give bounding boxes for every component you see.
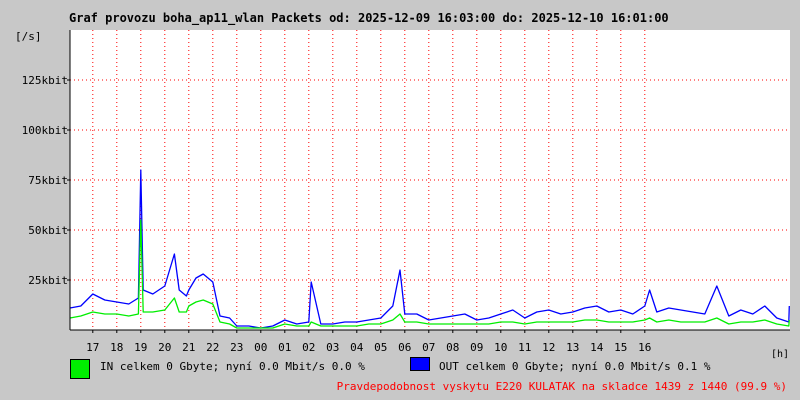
chart-title: Graf provozu boha_ap11_wlan Packets od: … (69, 11, 669, 25)
x-tick-label: 19 (134, 341, 147, 354)
x-tick-label: 01 (278, 341, 291, 354)
x-tick-label: 10 (494, 341, 507, 354)
y-tick-label: 25kbit (28, 274, 68, 287)
legend-out-label: OUT celkem 0 Gbyte; nyní 0.0 Mbit/s 0.1 … (439, 360, 711, 373)
y-tick-label: 100kbit (22, 124, 68, 137)
x-tick-label: 23 (230, 341, 243, 354)
x-tick-label: 04 (350, 341, 364, 354)
x-tick-label: 07 (422, 341, 435, 354)
x-tick-label: 11 (518, 341, 531, 354)
x-tick-label: 02 (302, 341, 315, 354)
x-tick-label: 14 (590, 341, 604, 354)
x-tick-label: 06 (398, 341, 411, 354)
y-axis-unit: [/s] (15, 30, 42, 43)
series-line-out (69, 169, 790, 329)
x-tick-label: 03 (326, 341, 339, 354)
x-axis-unit: [h] (771, 349, 790, 360)
x-tick-label: 18 (110, 341, 123, 354)
y-tick-label: 125kbit (22, 74, 68, 87)
x-tick-label: 00 (254, 341, 267, 354)
x-tick-label: 08 (446, 341, 459, 354)
x-tick-label: 17 (86, 341, 99, 354)
x-tick-label: 15 (614, 341, 627, 354)
legend-in-swatch (70, 359, 90, 379)
y-tick-label: 50kbit (28, 224, 68, 237)
x-tick-label: 16 (638, 341, 651, 354)
footer-note: Pravdepodobnost vyskytu E220 KULATAK na … (336, 380, 787, 393)
x-tick-label: 09 (470, 341, 483, 354)
legend-in-label: IN celkem 0 Gbyte; nyní 0.0 Mbit/s 0.0 % (100, 360, 365, 373)
x-tick-label: 13 (566, 341, 579, 354)
legend-out-swatch (410, 357, 430, 371)
x-tick-label: 12 (542, 341, 555, 354)
series-line-in (69, 219, 790, 329)
x-tick-label: 21 (182, 341, 195, 354)
y-tick-label: 75kbit (28, 174, 68, 187)
x-tick-label: 20 (158, 341, 171, 354)
x-tick-label: 22 (206, 341, 219, 354)
x-tick-label: 05 (374, 341, 387, 354)
